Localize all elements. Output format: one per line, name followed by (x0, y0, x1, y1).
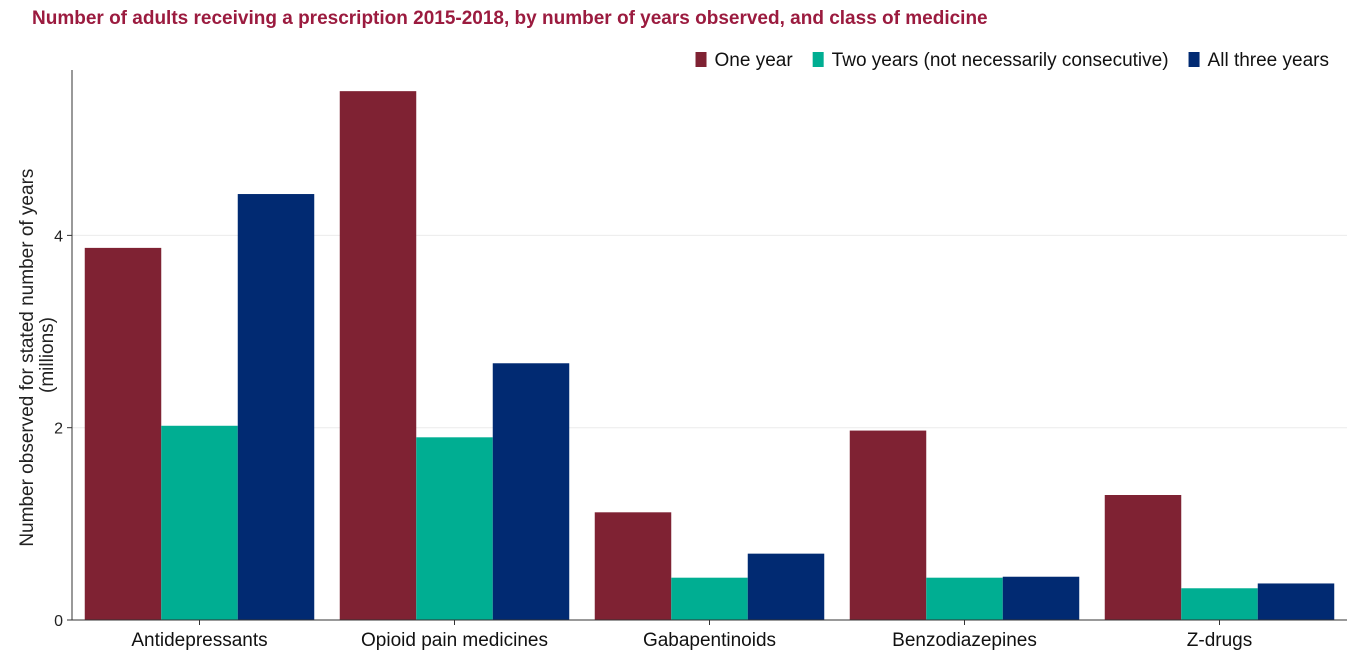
y-axis-label-line-2: (millions) (37, 317, 58, 393)
legend-swatch (812, 52, 824, 67)
bar-all-three-years (1002, 576, 1080, 620)
bar-two-years-not-necessarily-consecutive (671, 577, 748, 620)
bar-all-three-years (747, 553, 825, 620)
x-tick-label: Opioid pain medicines (361, 630, 548, 651)
y-tick-label: 4 (54, 228, 63, 245)
chart-title: Number of adults receiving a prescriptio… (32, 8, 988, 29)
y-tick-label: 0 (54, 613, 63, 630)
bar-two-years-not-necessarily-consecutive (926, 577, 1003, 620)
legend-swatch (695, 52, 707, 67)
x-tick-label: Benzodiazepines (892, 630, 1037, 651)
legend-item: All three years (1188, 50, 1329, 71)
y-axis-label: Number observed for stated number of yea… (17, 163, 58, 546)
legend-label: Two years (not necessarily consecutive) (832, 50, 1169, 71)
x-tick-label: Gabapentinoids (643, 630, 776, 651)
y-tick-label: 2 (54, 421, 63, 438)
legend: One year Two years (not necessarily conse… (695, 50, 1329, 71)
bar-two-years-not-necessarily-consecutive (161, 425, 238, 620)
y-axis-label-line-1: Number observed for stated number of yea… (17, 169, 38, 547)
y-ticks: 0 2 4 (54, 228, 72, 630)
bar-one-year (339, 91, 417, 620)
x-ticks: Antidepressants Opioid pain medicines Gaba… (131, 620, 1252, 651)
bar-one-year (1104, 495, 1182, 620)
bar-one-year (594, 512, 672, 620)
bar-all-three-years (1257, 583, 1335, 620)
bar-one-year (849, 430, 927, 620)
bar-all-three-years (237, 194, 315, 621)
x-tick-label: Antidepressants (131, 630, 267, 651)
bar-two-years-not-necessarily-consecutive (416, 437, 493, 620)
legend-label: All three years (1208, 50, 1329, 71)
legend-item: Two years (not necessarily consecutive) (812, 50, 1169, 71)
legend-swatch (1188, 52, 1200, 67)
legend-item: One year (695, 50, 794, 71)
bar-all-three-years (492, 363, 570, 620)
bar-one-year (84, 247, 162, 620)
x-tick-label: Z-drugs (1187, 630, 1252, 651)
bars (84, 91, 1335, 621)
legend-label: One year (715, 50, 794, 71)
bar-two-years-not-necessarily-consecutive (1181, 588, 1258, 620)
